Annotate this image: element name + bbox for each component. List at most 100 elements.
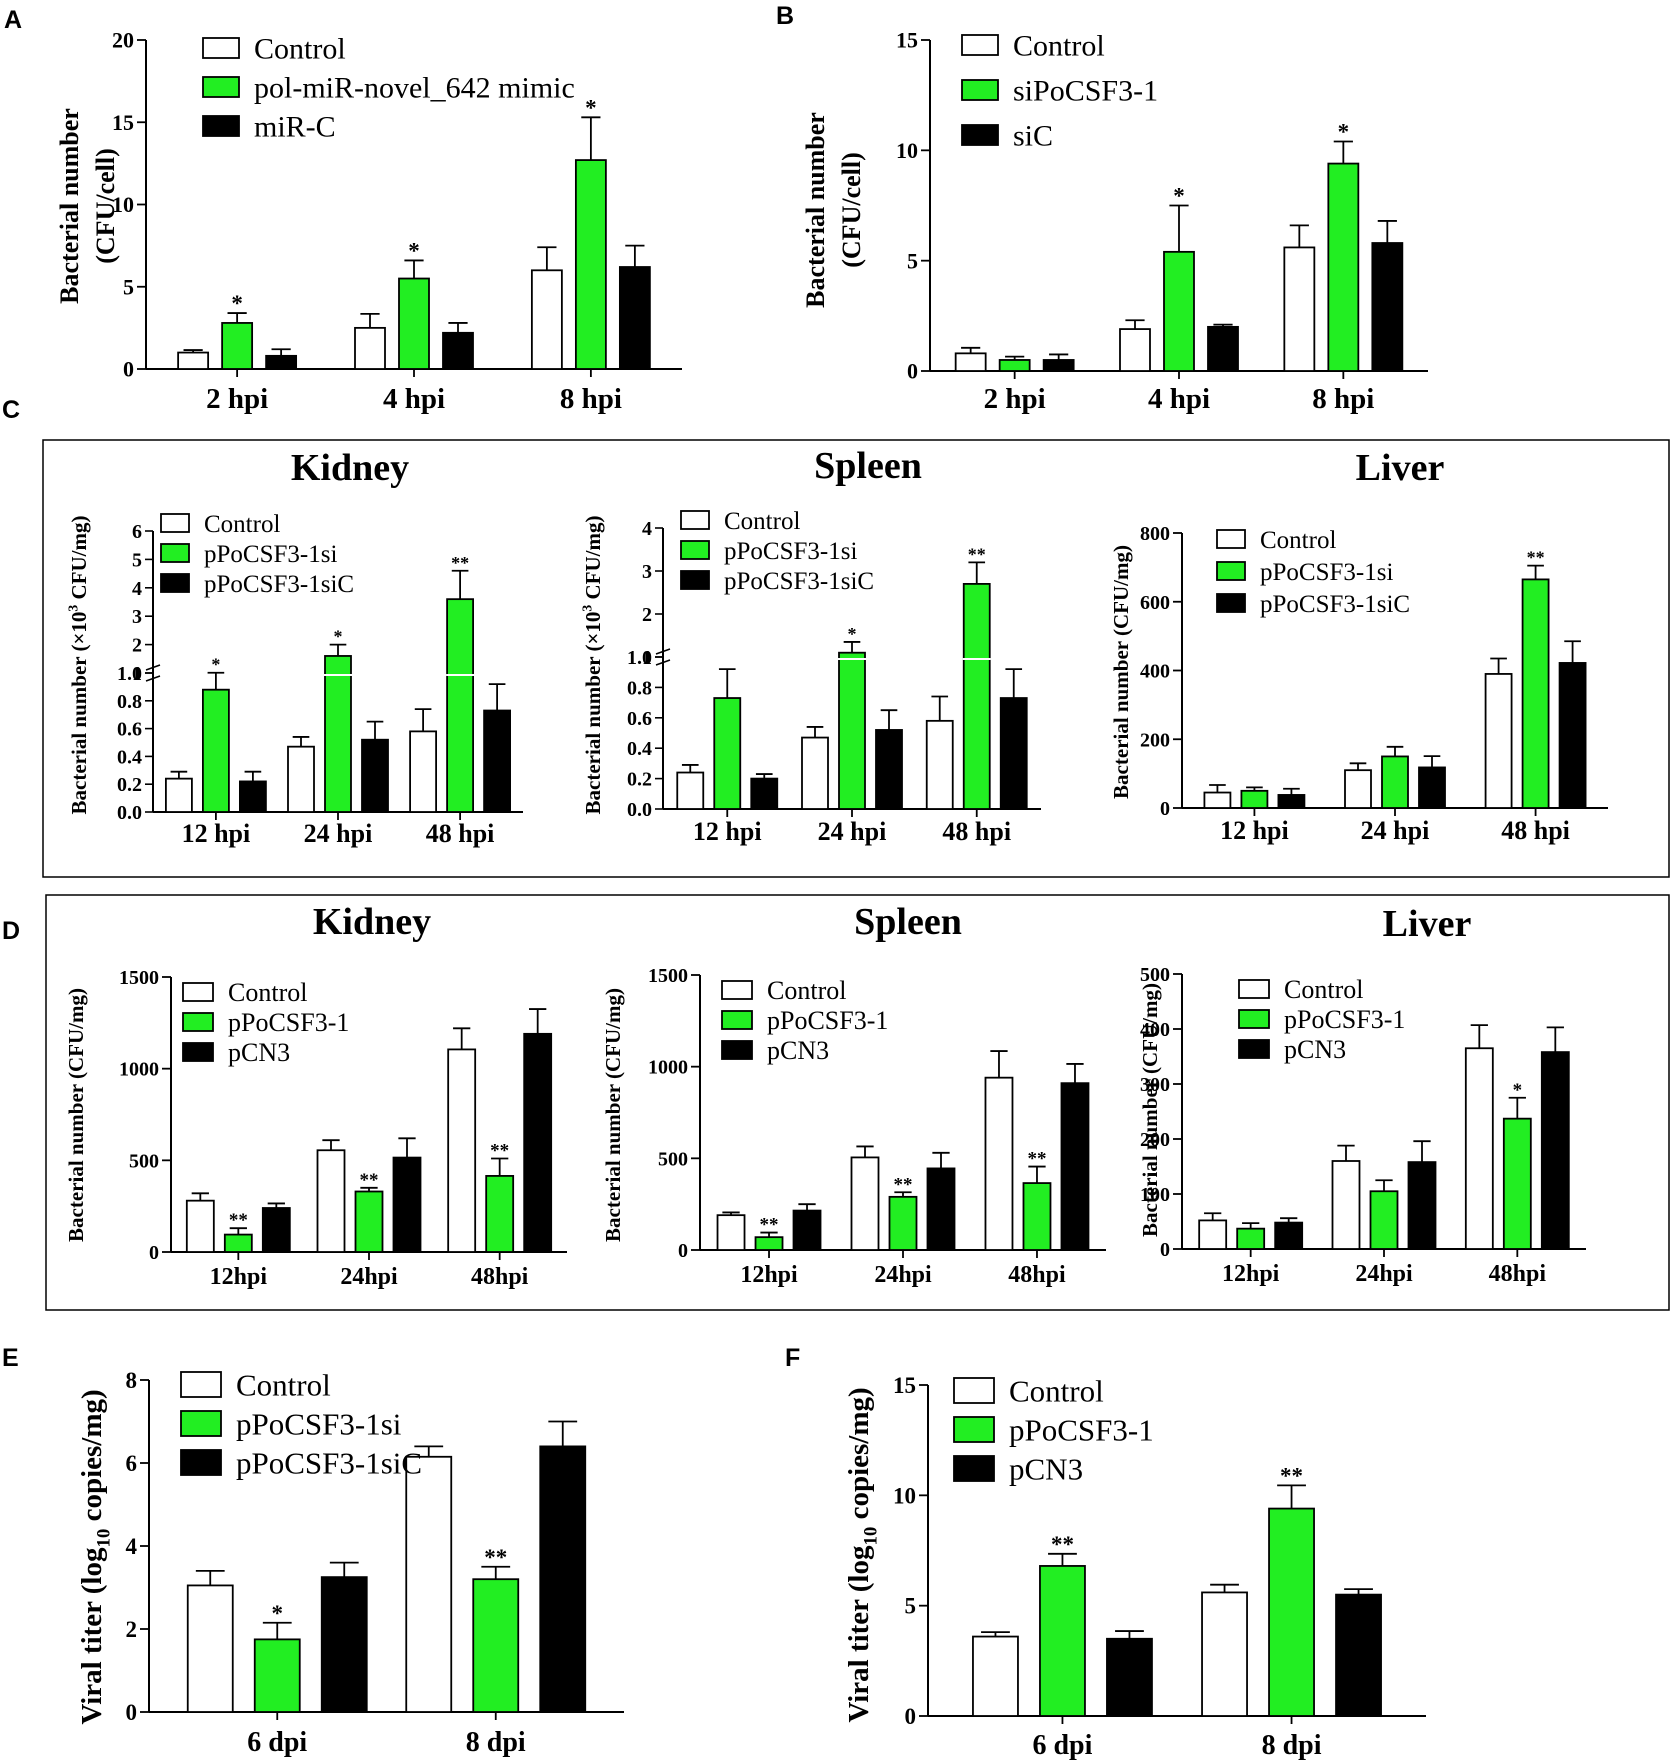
bar-control-48-hpi bbox=[925, 719, 954, 810]
y-tick-label: 15 bbox=[112, 110, 134, 135]
bar-pol-mir-novel-642-mimic-2-hpi bbox=[221, 322, 254, 370]
y-axis-label: Bacterial number (×103 CFU/mg) bbox=[580, 516, 605, 815]
bar-ppocsf3-1-48hpi bbox=[1502, 1117, 1532, 1250]
bar-ppocsf3-1si-24-hpi bbox=[838, 651, 866, 810]
bars: ** 12hpi ** 24hpi ** 48hpi bbox=[716, 1050, 1090, 1288]
significance-marker: * bbox=[334, 627, 343, 647]
x-tick-label-48hpi: 48hpi bbox=[1489, 1261, 1547, 1287]
legend-label-ppocsf3-1: pPoCSF3-1 bbox=[1009, 1412, 1154, 1447]
bar-control-8-hpi bbox=[530, 269, 563, 370]
bar-ppocsf3-1-24hpi bbox=[354, 1190, 384, 1253]
bar-control-48-hpi bbox=[1484, 673, 1513, 809]
y-tick-label: 400 bbox=[1140, 1019, 1170, 1041]
y-tick-label: 2 bbox=[126, 1617, 138, 1642]
bar-ppocsf3-1-6-dpi bbox=[1039, 1565, 1086, 1717]
x-tick-label-8-hpi: 8 hpi bbox=[1312, 383, 1374, 415]
y-tick-label: 0.0 bbox=[627, 799, 652, 821]
y-tick-label: 0 bbox=[149, 1242, 159, 1264]
axis-break-mark bbox=[655, 648, 671, 655]
legend-swatch-pol-mir-novel-642-mimic bbox=[202, 76, 240, 98]
significance-marker: * bbox=[585, 95, 597, 120]
bar-pcn3-48hpi bbox=[523, 1032, 553, 1253]
bar-control-24-hpi bbox=[801, 736, 829, 810]
legend: Control siPoCSF3-1 siC bbox=[961, 30, 1158, 153]
y-axis: 0.0 0.2 0.4 0.6 0.8 1.01 2 3 4 bbox=[627, 518, 671, 821]
legend-swatch-mir-c bbox=[202, 115, 240, 137]
legend-swatch-ppocsf3-1sic bbox=[1216, 593, 1246, 613]
bar-ppocsf3-1sic-12-hpi bbox=[750, 777, 779, 810]
x-tick-label-48-hpi: 48 hpi bbox=[426, 819, 495, 848]
x-tick-label-12-hpi: 12 hpi bbox=[693, 817, 762, 846]
bar-ppocsf3-1-24hpi bbox=[888, 1195, 918, 1251]
x-tick-label-24hpi: 24hpi bbox=[340, 1264, 398, 1290]
x-tick-label-24hpi: 24hpi bbox=[874, 1262, 932, 1288]
bar-ppocsf3-1sic-48-hpi bbox=[999, 697, 1028, 810]
bar-control-24hpi bbox=[1331, 1160, 1361, 1250]
bar-control-48hpi bbox=[447, 1048, 477, 1253]
chart-b: 0 5 10 15 Bacterial number (CFU/cell) 2 hpi * 4 … bbox=[801, 28, 1428, 415]
legend-swatch-control bbox=[180, 1371, 222, 1398]
significance-marker: ** bbox=[229, 1210, 248, 1231]
y-tick-label: 1000 bbox=[648, 1057, 688, 1079]
y-tick-label: 1.0 bbox=[627, 647, 652, 669]
bar-sipocsf3-1-4-hpi bbox=[1163, 250, 1195, 372]
significance-marker: ** bbox=[451, 553, 469, 573]
legend-label-pcn3: pCN3 bbox=[1009, 1451, 1083, 1486]
bar-control-12-hpi bbox=[676, 771, 705, 810]
panel-label-f: F bbox=[785, 1344, 800, 1372]
legend-label-control: Control bbox=[204, 511, 280, 538]
legend-swatch-ppocsf3-1 bbox=[953, 1416, 995, 1443]
bar-control-8-dpi bbox=[405, 1455, 453, 1713]
legend-swatch-control bbox=[680, 510, 710, 530]
bar-ppocsf3-1si-12-hpi bbox=[201, 688, 230, 813]
y-tick-label: 6 bbox=[126, 1451, 138, 1476]
x-tick-label-6-dpi: 6 dpi bbox=[247, 1727, 307, 1758]
x-tick-label-2-hpi: 2 hpi bbox=[206, 383, 268, 415]
x-tick-label-12hpi: 12hpi bbox=[1222, 1261, 1280, 1287]
y-tick-label: 0 bbox=[126, 1700, 138, 1725]
axis-break-mark bbox=[655, 659, 671, 666]
bars: * 6 dpi ** 8 dpi bbox=[186, 1420, 587, 1758]
y-tick-label: 4 bbox=[126, 1534, 138, 1559]
bar-control-4-hpi bbox=[354, 326, 386, 370]
legend-label-ppocsf3-1: pPoCSF3-1 bbox=[228, 1008, 349, 1037]
significance-marker: * bbox=[848, 624, 857, 644]
legend-swatch-ppocsf3-1si bbox=[1216, 561, 1246, 581]
y-tick-label: 1.0 bbox=[117, 663, 142, 685]
x-tick-label-12hpi: 12hpi bbox=[740, 1262, 798, 1288]
legend-swatch-pcn3 bbox=[182, 1042, 214, 1062]
significance-marker: ** bbox=[894, 1174, 913, 1195]
y-axis-label: Viral titer (log10 copies/mg) bbox=[843, 1387, 882, 1722]
bar-pcn3-12hpi bbox=[261, 1207, 291, 1253]
x-tick-label-8-hpi: 8 hpi bbox=[560, 383, 622, 415]
bars: * 12 hpi * 24 hpi ** 48 hpi bbox=[164, 553, 512, 848]
legend-swatch-control bbox=[202, 37, 240, 59]
y-axis-label: Bacterial number (CFU/cell) bbox=[55, 108, 120, 304]
legend-label-control: Control bbox=[254, 33, 346, 66]
y-tick-label: 500 bbox=[658, 1148, 688, 1170]
significance-marker: ** bbox=[1527, 548, 1545, 568]
bar-pcn3-24hpi bbox=[926, 1167, 956, 1251]
legend-label-sic: siC bbox=[1013, 120, 1053, 153]
legend-label-control: Control bbox=[1013, 30, 1105, 63]
bar-pcn3-6-dpi bbox=[1106, 1637, 1153, 1717]
axis-break-mark bbox=[145, 675, 161, 682]
y-tick-label: 2 bbox=[642, 604, 652, 626]
legend-swatch-sipocsf3-1 bbox=[961, 79, 999, 101]
y-tick-label: 0.6 bbox=[117, 719, 142, 741]
bar-mir-c-2-hpi bbox=[265, 354, 298, 370]
panel-c-frame bbox=[42, 439, 1670, 878]
bar-ppocsf3-1sic-48-hpi bbox=[1558, 662, 1587, 809]
y-tick-label: 4 bbox=[132, 578, 142, 600]
panel-label-b: B bbox=[776, 2, 794, 30]
y-tick-label: 10 bbox=[112, 192, 134, 217]
bar-sic-2-hpi bbox=[1042, 359, 1075, 372]
legend-swatch-ppocsf3-1si bbox=[160, 543, 190, 563]
axis-break-gap bbox=[838, 658, 866, 660]
panel-label-d: D bbox=[2, 917, 20, 945]
legend-label-pcn3: pCN3 bbox=[228, 1038, 290, 1067]
significance-marker: ** bbox=[490, 1141, 509, 1162]
panel-labels: A B C D E F bbox=[2, 2, 800, 1372]
chart-title-c-kidney: Kidney bbox=[291, 447, 409, 489]
